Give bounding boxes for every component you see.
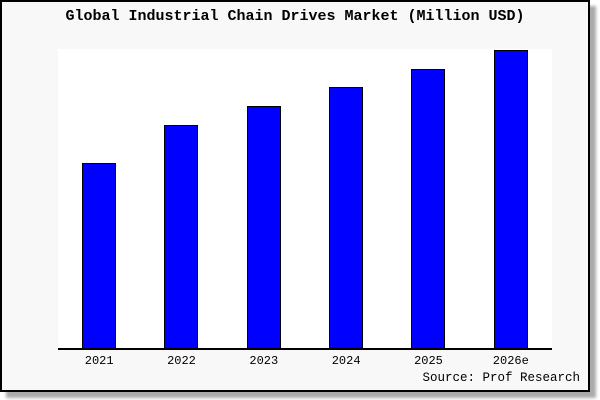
- plot-area: [58, 49, 552, 350]
- bar-slot-2025: [387, 49, 469, 348]
- bars-row: [58, 49, 552, 348]
- x-tick-label-2025: 2025: [414, 354, 443, 368]
- bar-slot-2022: [140, 49, 222, 348]
- x-tick-label-2023: 2023: [249, 354, 279, 368]
- bar-2026e: [493, 49, 528, 348]
- x-tick-label-2021: 2021: [84, 354, 114, 368]
- chart-frame: Global Industrial Chain Drives Market (M…: [0, 0, 590, 392]
- bar-slot-2024: [305, 49, 387, 348]
- chart-title: Global Industrial Chain Drives Market (M…: [65, 8, 525, 25]
- source-caption: Source: Prof Research: [422, 371, 580, 385]
- x-axis-tick-labels: 2021 2022 2023 2024 2025 2026e: [58, 354, 552, 368]
- bar-2023: [246, 105, 281, 348]
- bar-2021: [82, 162, 117, 348]
- x-tick-label-2024: 2024: [331, 354, 361, 368]
- x-tick-label-2026e: 2026e: [492, 354, 529, 368]
- bar-2025: [411, 68, 446, 348]
- bar-2024: [329, 86, 364, 348]
- bar-slot-2023: [223, 49, 305, 348]
- x-tick-label-2022: 2022: [167, 354, 196, 368]
- bar-slot-2021: [58, 49, 140, 348]
- bar-2022: [164, 124, 199, 348]
- bar-slot-2026e: [470, 49, 552, 348]
